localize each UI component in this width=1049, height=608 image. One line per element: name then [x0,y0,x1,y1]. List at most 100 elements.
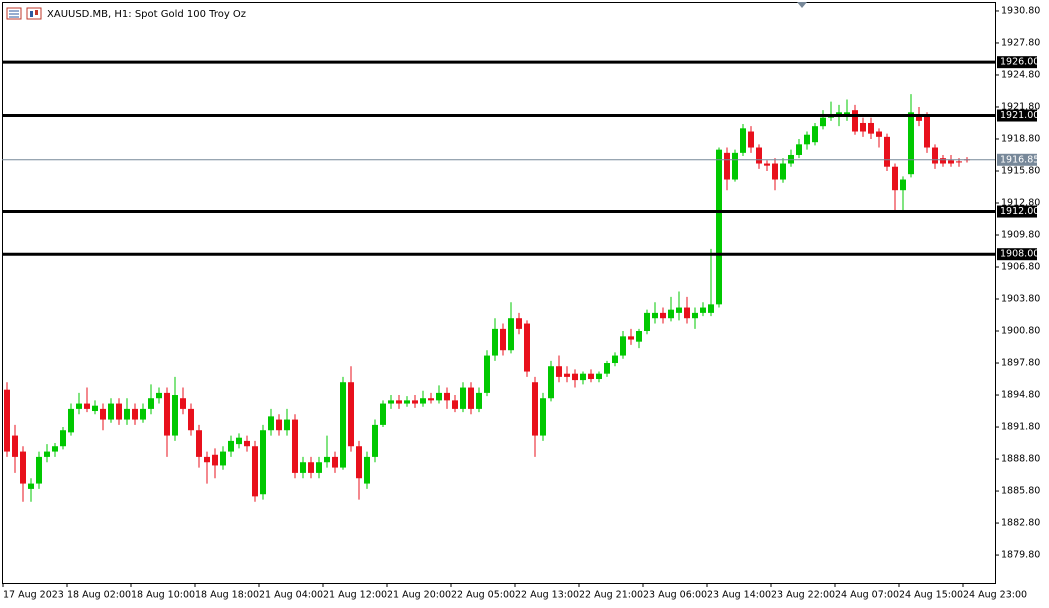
candle-body [236,437,242,445]
candle-body [108,403,114,420]
candle-body [604,363,610,374]
candle-body [100,408,106,420]
candle-body [52,446,58,452]
candle-body [884,136,890,167]
candle-body [332,456,338,468]
candle-body [892,166,898,191]
candle-body [380,403,386,425]
candle-body [860,122,866,132]
candle-body [916,115,922,121]
candle-body [676,307,682,313]
candle-body [204,456,210,463]
y-tick-label: 1912.80 [1001,197,1040,208]
candle-body [188,408,194,431]
x-tick-label: 18 Aug 10:00 [131,590,195,601]
candle-body [932,147,938,164]
candle-body [356,446,362,479]
candle-body [580,373,586,381]
chart-title: XAUUSD.MB, H1: Spot Gold 100 Troy Oz [47,9,246,20]
candle-body [924,115,930,148]
candle-body [28,483,34,489]
candle-body [252,446,258,497]
candle-body [548,366,554,399]
y-tick-label: 1909.80 [1001,229,1040,240]
candle-body [428,398,434,401]
candle-body [564,373,570,377]
candle-body [804,134,810,145]
candle-body [132,408,138,420]
candle-body [164,392,170,436]
x-tick-label: 17 Aug 2023 [3,590,64,601]
header-icons [6,7,42,20]
candle-body [324,456,330,463]
candle-body [668,309,674,319]
candle-body [412,400,418,404]
candle-body [444,392,450,401]
price-label: 1916.85 [1000,154,1039,165]
x-tick-label: 23 Aug 22:00 [771,590,835,601]
candle-body [820,117,826,127]
candle-body [84,403,90,409]
level-label-box [997,56,1037,69]
candle-body [44,451,50,457]
candle-body [772,163,778,180]
candle-body [20,451,26,484]
candle-body [500,328,506,351]
candle-body [316,462,322,473]
candle-body [436,392,442,401]
x-tick-label: 22 Aug 05:00 [451,590,515,601]
candle-body [644,312,650,332]
candle-body [124,408,130,420]
candle-body [868,122,874,134]
candle-body [260,430,266,495]
candle-body [620,336,626,356]
candle-body [460,387,466,409]
candle-body [116,403,122,420]
candle-body [276,419,282,431]
candle-body [540,398,546,436]
price-label-box [997,153,1037,166]
candle-body [844,112,850,116]
candle-body [388,400,394,404]
y-tick-label: 1906.80 [1001,262,1040,273]
level-label: 1908.00 [1000,249,1039,260]
candle-body [596,373,602,380]
candle-body [156,392,162,399]
shift-marker [797,2,807,8]
candle-body [92,405,98,412]
x-tick-label: 23 Aug 14:00 [707,590,771,601]
y-tick-label: 1885.80 [1001,486,1040,497]
candle-body [876,131,882,137]
level-label: 1921.00 [1000,110,1039,121]
candle-body [556,366,562,377]
level-label-box [997,205,1037,218]
x-tick-label: 21 Aug 12:00 [323,590,387,601]
candle-body [652,312,658,319]
candle-body [300,462,306,473]
candle-body [900,179,906,191]
candle-body [404,400,410,404]
x-tick-label: 24 Aug 15:00 [899,590,963,601]
candle-body [484,355,490,393]
candle-body [780,163,786,180]
candle-body [172,395,178,436]
y-tick-label: 1900.80 [1001,326,1040,337]
candle-body [228,440,234,452]
candle-body [532,382,538,436]
candle-body [196,430,202,457]
x-tick-label: 23 Aug 06:00 [643,590,707,601]
candle-body [572,373,578,381]
y-tick-label: 1879.80 [1001,550,1040,561]
y-tick-label: 1918.80 [1001,133,1040,144]
candle-body [764,163,770,166]
candle-body [372,424,378,457]
candle-body [220,451,226,466]
candle-body [740,128,746,153]
candle-body [212,454,218,466]
x-tick-label: 18 Aug 02:00 [67,590,131,601]
candle-body [180,398,186,409]
candle-body [476,392,482,409]
candle-body [452,400,458,409]
x-tick-label: 18 Aug 18:00 [195,590,259,601]
